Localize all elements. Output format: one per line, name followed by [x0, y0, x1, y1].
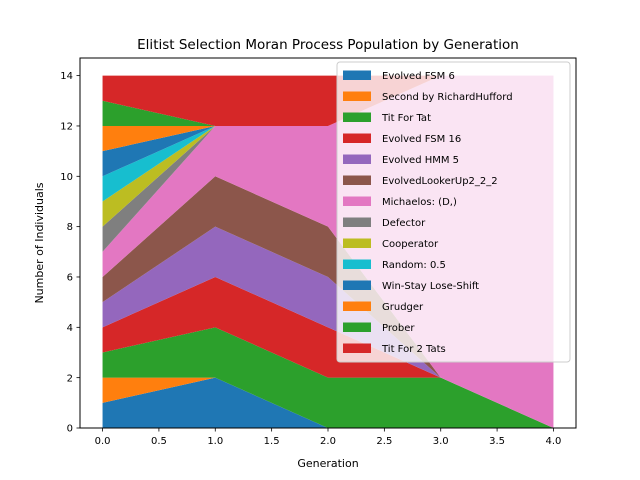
legend-label-second-by-richardhufford: Second by RichardHufford [382, 92, 513, 103]
x-tick-label: 0.5 [151, 436, 167, 447]
legend-swatch-win-stay-lose-shift [343, 280, 371, 290]
legend-swatch-defector [343, 217, 371, 227]
y-tick-label: 6 [67, 273, 73, 284]
y-tick-label: 2 [67, 373, 73, 384]
legend-swatch-cooperator [343, 238, 371, 248]
area-evolved-fsm-16 [102, 276, 554, 428]
legend-swatch-tit-for-2-tats [343, 343, 371, 353]
legend-swatch-michaelos-d [343, 196, 371, 206]
x-axis: 0.0 0.5 1.0 1.5 2.0 2.5 3.0 3.5 4.0 [95, 428, 562, 447]
area-second-by-richardhufford [102, 377, 554, 428]
y-tick-label: 12 [60, 122, 73, 133]
y-axis: 0 2 4 6 8 10 12 14 [60, 71, 80, 435]
area-tit-for-2-tats [102, 75, 554, 126]
legend-label-evolved-hmm-5: Evolved HMM 5 [382, 155, 459, 166]
y-tick-label: 8 [67, 222, 73, 233]
legend-swatch-second-by-richardhufford [343, 91, 371, 101]
y-tick-label: 10 [60, 172, 73, 183]
area-random-0-5 [102, 75, 554, 202]
legend-box [336, 61, 571, 363]
legend-label-michaelos-d: Michaelos: (D,) [382, 197, 457, 208]
y-axis-label: Number of Individuals [33, 182, 46, 303]
x-tick-label: 2.0 [320, 436, 336, 447]
legend-label-win-stay-lose-shift: Win-Stay Lose-Shift [382, 281, 479, 292]
legend-swatch-evolved-fsm-16 [343, 133, 371, 143]
legend-label-defector: Defector [382, 218, 426, 229]
legend-label-grudger: Grudger [382, 302, 424, 313]
y-tick-label: 14 [60, 71, 73, 82]
legend-label-tit-for-2-tats: Tit For 2 Tats [381, 344, 446, 355]
legend: Evolved FSM 6 Second by RichardHufford Tit… [336, 61, 571, 363]
x-tick-label: 4.0 [546, 436, 562, 447]
legend-label-random-0-5: Random: 0.5 [382, 260, 446, 271]
legend-label-prober: Prober [382, 323, 415, 334]
legend-swatch-prober [343, 322, 371, 332]
area-evolved-fsm-6 [102, 377, 554, 428]
legend-swatch-evolvedlookerup2-2-2 [343, 175, 371, 185]
legend-label-tit-for-tat: Tit For Tat [381, 113, 431, 124]
y-tick-label: 0 [67, 424, 73, 435]
legend-label-evolved-fsm-16: Evolved FSM 16 [382, 134, 461, 145]
area-evolved-hmm-5 [102, 226, 554, 428]
x-tick-label: 1.5 [264, 436, 280, 447]
legend-swatch-random-0-5 [343, 259, 371, 269]
x-tick-label: 1.0 [207, 436, 223, 447]
legend-label-evolved-fsm-6: Evolved FSM 6 [382, 71, 455, 82]
x-tick-label: 2.5 [376, 436, 392, 447]
x-tick-label: 3.5 [489, 436, 505, 447]
x-tick-label: 3.0 [433, 436, 449, 447]
legend-swatch-tit-for-tat [343, 112, 371, 122]
legend-label-evolvedlookerup2-2-2: EvolvedLookerUp2_2_2 [382, 176, 498, 187]
legend-swatch-grudger [343, 301, 371, 311]
area-prober [102, 75, 554, 126]
y-tick-label: 4 [67, 323, 73, 334]
legend-swatch-evolved-fsm-6 [343, 70, 371, 80]
x-axis-label: Generation [297, 457, 358, 470]
legend-swatch-evolved-hmm-5 [343, 154, 371, 164]
chart-title: Elitist Selection Moran Process Populati… [137, 37, 519, 53]
x-tick-label: 0.0 [95, 436, 111, 447]
legend-label-cooperator: Cooperator [382, 239, 439, 250]
